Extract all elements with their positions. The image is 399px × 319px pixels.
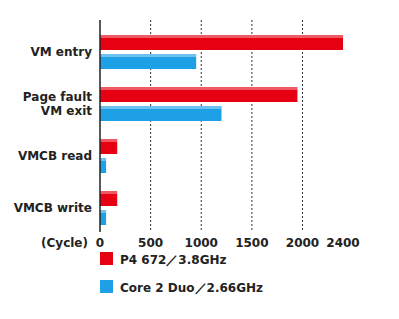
bar-highlight — [100, 87, 297, 90]
category-label: VM entry — [30, 45, 92, 59]
legend: P4 672／3.8GHz Core 2 Duo／2.66GHz — [100, 252, 263, 295]
category-label-line: VMCB write — [14, 201, 92, 215]
grid-line — [201, 20, 202, 232]
bar — [100, 54, 196, 69]
legend-label: P4 672／3.8GHz — [120, 253, 227, 267]
bar — [100, 106, 222, 121]
category-label-line: VM entry — [30, 45, 92, 59]
category-label-line: Page fault — [23, 90, 92, 104]
axis-line — [99, 20, 101, 232]
category-label: VMCB write — [14, 201, 92, 215]
grid-line — [251, 20, 252, 232]
chart-container: 0 500 1000 1500 2000 2400 (Cycle) VM entry Page … — [0, 0, 399, 319]
axis-label: (Cycle) — [41, 236, 88, 250]
bar — [100, 210, 106, 225]
category-label: Page faultVM exit — [23, 90, 92, 118]
category-label: VMCB read — [18, 149, 92, 163]
bar — [100, 35, 343, 50]
bar-highlight — [100, 54, 196, 57]
chart-svg: 0 500 1000 1500 2000 2400 (Cycle) VM entry Page … — [0, 0, 399, 319]
bar — [100, 87, 297, 102]
bar — [100, 139, 117, 154]
grid-line — [302, 20, 303, 232]
category-label-line: VMCB read — [18, 149, 92, 163]
tick-label: 500 — [138, 236, 163, 250]
tick-label: 1500 — [235, 236, 268, 250]
legend-swatch — [100, 280, 113, 293]
grid-line — [150, 20, 151, 232]
tick-label: 2000 — [286, 236, 319, 250]
category-label-line: VM exit — [41, 104, 92, 118]
grid — [151, 20, 303, 232]
bars — [100, 35, 343, 225]
bar-highlight — [100, 158, 106, 161]
bar-highlight — [100, 191, 117, 194]
bar-highlight — [100, 35, 343, 38]
tick-label: 1000 — [185, 236, 218, 250]
bar-highlight — [100, 139, 117, 142]
bar — [100, 191, 117, 206]
tick-label: 0 — [96, 236, 104, 250]
bar-highlight — [100, 106, 222, 109]
bar — [100, 158, 106, 173]
legend-swatch — [100, 252, 113, 265]
bar-highlight — [100, 210, 106, 213]
tick-label: 2400 — [326, 236, 359, 250]
legend-label: Core 2 Duo／2.66GHz — [120, 281, 263, 295]
